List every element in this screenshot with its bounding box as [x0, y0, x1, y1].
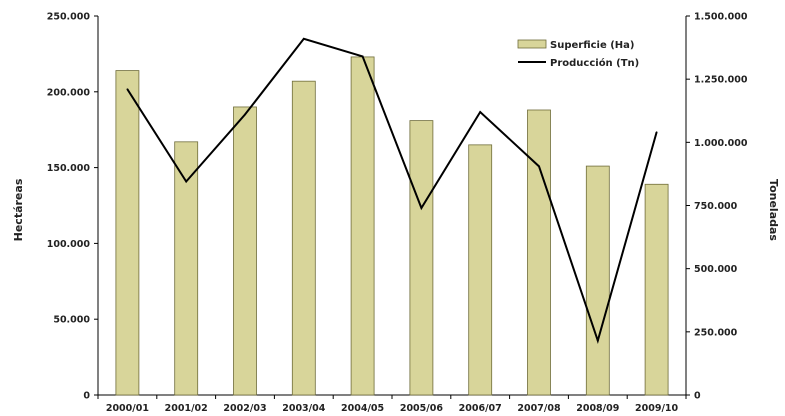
y-tick-label-right: 1.250.000: [694, 75, 748, 86]
point-produccion: [302, 37, 305, 40]
x-tick-label: 2008/09: [576, 403, 619, 414]
legend: Superficie (Ha) Producción (Tn): [517, 39, 639, 69]
bar-superficie: [233, 106, 257, 396]
point-produccion: [479, 111, 482, 113]
y-tick-label-left: 250.000: [47, 12, 91, 23]
bar-superficie: [409, 120, 434, 396]
y-tick-label-right: 250.000: [694, 327, 738, 338]
point-produccion: [538, 165, 540, 168]
y-tick-label-right: 1.500.000: [694, 12, 748, 23]
y-axis-title-left: Hectáreas: [12, 178, 25, 241]
bar-superficie: [644, 183, 669, 396]
y-tick-label-right: 0: [694, 391, 701, 402]
bar-superficie: [585, 165, 610, 396]
y-tick-label-right: 1.000.000: [694, 138, 748, 149]
y-tick-label-left: 100.000: [47, 239, 91, 250]
line-produccion: [126, 37, 658, 345]
bar-superficie: [468, 144, 493, 396]
x-tick-label: 2009/10: [635, 403, 679, 414]
x-tick-label: 2004/05: [341, 403, 384, 414]
point-produccion: [420, 207, 423, 209]
x-tick-label: 2001/02: [165, 403, 208, 414]
bars: [115, 56, 669, 396]
point-produccion: [126, 88, 129, 91]
x-tick-label: 2000/01: [106, 403, 149, 414]
y-tick-label-left: 200.000: [47, 87, 91, 98]
point-produccion: [361, 55, 364, 58]
point-produccion: [655, 131, 658, 134]
point-produccion: [596, 339, 599, 342]
y-tick-label-left: 150.000: [47, 163, 91, 174]
x-tick-label: 2006/07: [459, 403, 502, 414]
legend-label-produccion: Producción (Tn): [550, 57, 639, 69]
y-tick-label-left: 0: [83, 391, 90, 402]
bar-superficie: [291, 80, 316, 396]
legend-swatch-superficie: [517, 39, 547, 49]
bar-superficie: [527, 109, 551, 396]
x-tick-label: 2003/04: [282, 403, 326, 414]
production-line-layer: [126, 37, 658, 345]
legend-label-superficie: Superficie (Ha): [550, 40, 634, 51]
x-tick-label: 2005/06: [400, 403, 444, 414]
point-produccion: [185, 180, 188, 183]
x-tick-label: 2007/08: [517, 403, 561, 414]
y-tick-label-right: 500.000: [694, 264, 738, 275]
point-produccion: [244, 113, 246, 116]
x-tick-label: 2002/03: [223, 403, 266, 414]
y-axis-title-right: Toneladas: [767, 179, 780, 241]
y-tick-label-left: 50.000: [53, 315, 90, 326]
bar-superficie: [115, 70, 140, 396]
y-tick-label-right: 750.000: [694, 201, 738, 212]
bar-superficie: [350, 56, 375, 396]
axes: 0 50.000 100.000 150.000 200.000 250.000 0 250.…: [47, 12, 748, 415]
bar-superficie: [174, 141, 199, 396]
